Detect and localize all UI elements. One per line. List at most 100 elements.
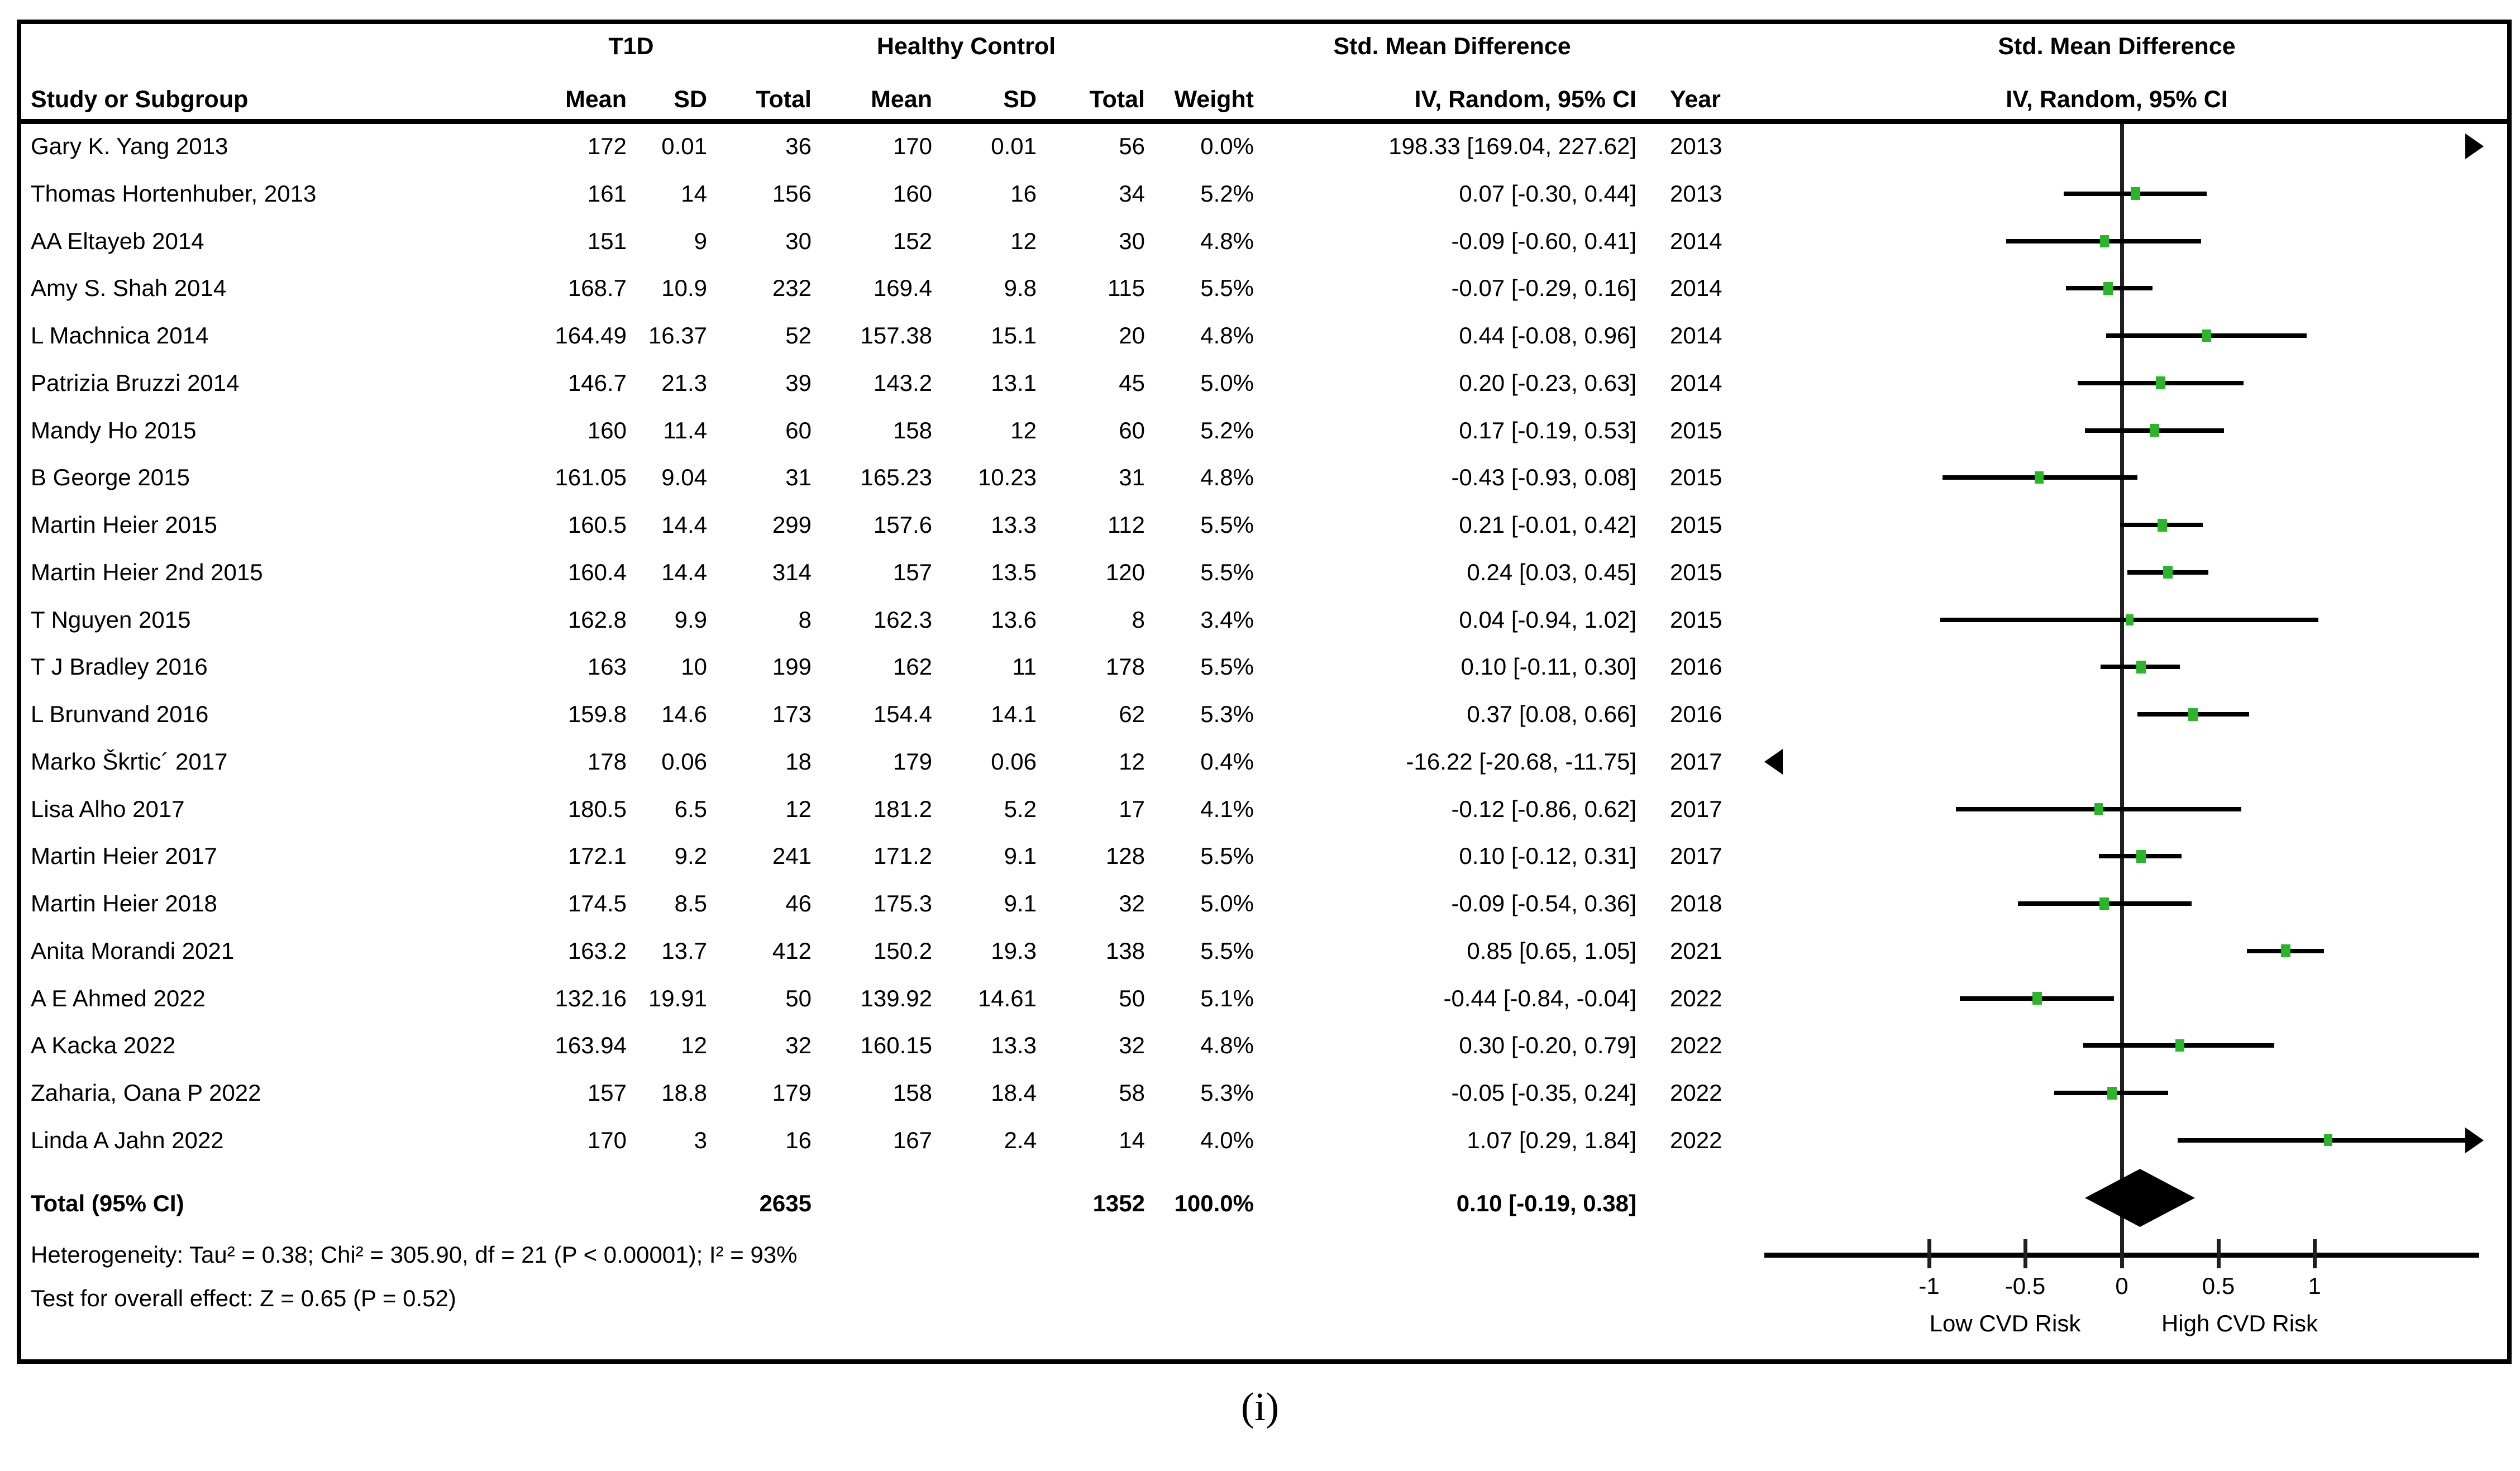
axis-tick <box>2313 1239 2317 1268</box>
heterogeneity-text: Heterogeneity: Tau² = 0.38; Chi² = 305.9… <box>31 1241 798 1268</box>
row-sd1: 12 <box>681 1032 707 1058</box>
row-mean1: 164.49 <box>555 322 627 348</box>
row-mean2: 158 <box>892 1080 932 1106</box>
row-sd2: 2.4 <box>1004 1127 1037 1153</box>
row-total2: 30 <box>1119 228 1145 254</box>
row-weight: 4.0% <box>1200 1127 1254 1153</box>
row-study: Marko Škrtic´ 2017 <box>31 748 228 775</box>
row-mean1: 172.1 <box>567 843 627 869</box>
row-weight: 4.8% <box>1200 1032 1254 1058</box>
group-header-smd-table: Std. Mean Difference <box>1333 33 1571 60</box>
row-weight: 5.5% <box>1200 938 1254 964</box>
header-separator-line <box>17 119 2512 124</box>
row-sd1: 9 <box>694 228 707 254</box>
row-study: Zaharia, Oana P 2022 <box>31 1080 261 1106</box>
row-mean1: 172 <box>587 133 627 159</box>
row-mean2: 157.6 <box>873 512 932 538</box>
row-sd1: 16.37 <box>648 322 707 348</box>
row-study: AA Eltayeb 2014 <box>31 228 204 254</box>
effect-square <box>2136 850 2146 863</box>
row-mean2: 158 <box>892 417 932 443</box>
row-study: L Brunvand 2016 <box>31 701 209 727</box>
col-header-ci-plot: IV, Random, 95% CI <box>2006 86 2228 113</box>
row-weight: 0.4% <box>1200 748 1254 775</box>
row-sd2: 13.3 <box>991 1032 1037 1058</box>
row-sd1: 0.01 <box>661 133 707 159</box>
row-mean2: 171.2 <box>873 843 932 869</box>
effect-square <box>2324 1134 2332 1146</box>
axis-tick-label: 0.5 <box>2202 1273 2235 1299</box>
row-total1: 60 <box>785 417 812 443</box>
zero-line <box>2120 124 2124 1253</box>
row-total2: 20 <box>1119 322 1145 348</box>
row-total1: 50 <box>785 985 812 1011</box>
row-sd1: 0.06 <box>661 748 707 775</box>
row-weight: 0.0% <box>1200 133 1254 159</box>
row-weight: 5.5% <box>1200 843 1254 869</box>
row-mean2: 167 <box>892 1127 932 1153</box>
row-sd1: 13.7 <box>661 938 707 964</box>
row-study: B George 2015 <box>31 464 190 490</box>
row-ci_text: 0.20 [-0.23, 0.63] <box>1459 370 1636 396</box>
row-total2: 58 <box>1119 1080 1145 1106</box>
effect-square <box>2126 614 2134 625</box>
row-study: Lisa Alho 2017 <box>31 796 185 822</box>
row-sd1: 8.5 <box>674 890 707 916</box>
row-sd1: 9.04 <box>661 464 707 490</box>
row-ci_text: -16.22 [-20.68, -11.75] <box>1406 748 1637 775</box>
row-sd2: 16 <box>1010 180 1037 207</box>
row-total1: 36 <box>785 133 812 159</box>
row-year: 2015 <box>1670 606 1722 633</box>
row-total1: 8 <box>798 606 812 633</box>
row-mean2: 150.2 <box>873 938 932 964</box>
row-total2: 34 <box>1119 180 1145 207</box>
row-mean1: 180.5 <box>567 796 627 822</box>
row-sd2: 13.3 <box>991 512 1037 538</box>
total-control-n: 1352 <box>1092 1190 1145 1216</box>
row-total2: 32 <box>1119 890 1145 916</box>
row-mean1: 162.8 <box>567 606 627 633</box>
row-ci_text: 0.24 [0.03, 0.45] <box>1467 559 1636 585</box>
row-study: Patrizia Bruzzi 2014 <box>31 370 240 396</box>
row-mean2: 179 <box>892 748 932 775</box>
row-ci_text: 0.21 [-0.01, 0.42] <box>1459 512 1636 538</box>
row-year: 2014 <box>1670 228 1722 254</box>
row-sd2: 0.06 <box>991 748 1037 775</box>
row-ci_text: 198.33 [169.04, 227.62] <box>1388 133 1636 159</box>
row-mean2: 160 <box>892 180 932 207</box>
row-weight: 4.8% <box>1200 228 1254 254</box>
effect-square <box>2136 661 2146 674</box>
row-mean2: 169.4 <box>873 275 932 301</box>
row-total1: 52 <box>785 322 812 348</box>
row-ci_text: 0.07 [-0.30, 0.44] <box>1459 180 1636 207</box>
row-weight: 5.5% <box>1200 275 1254 301</box>
row-study: Amy S. Shah 2014 <box>31 275 227 301</box>
overall-effect-text: Test for overall effect: Z = 0.65 (P = 0… <box>31 1285 456 1311</box>
row-mean2: 143.2 <box>873 370 932 396</box>
effect-square <box>2032 992 2042 1005</box>
row-total2: 32 <box>1119 1032 1145 1058</box>
row-total2: 138 <box>1105 938 1145 964</box>
row-total2: 120 <box>1105 559 1145 585</box>
total-row-label: Total (95% CI) <box>31 1190 184 1216</box>
row-total2: 128 <box>1105 843 1145 869</box>
row-mean1: 157 <box>587 1080 627 1106</box>
row-ci_text: -0.09 [-0.54, 0.36] <box>1451 890 1636 916</box>
row-ci_text: -0.12 [-0.86, 0.62] <box>1451 796 1636 822</box>
row-ci_text: 0.44 [-0.08, 0.96] <box>1459 322 1636 348</box>
row-study: L Machnica 2014 <box>31 322 209 348</box>
effect-square <box>2156 376 2165 389</box>
row-mean2: 175.3 <box>873 890 932 916</box>
axis-tick-label: 0 <box>2115 1273 2128 1299</box>
row-total2: 12 <box>1119 748 1145 775</box>
ci-line <box>2178 1138 2465 1143</box>
col-header-total-control: Total <box>1089 86 1145 113</box>
row-year: 2014 <box>1670 275 1722 301</box>
row-total1: 12 <box>785 796 812 822</box>
effect-square <box>2188 708 2198 721</box>
row-ci_text: -0.07 [-0.29, 0.16] <box>1451 275 1636 301</box>
row-study: Thomas Hortenhuber, 2013 <box>31 180 317 207</box>
row-study: A E Ahmed 2022 <box>31 985 206 1011</box>
row-study: T J Bradley 2016 <box>31 653 208 680</box>
